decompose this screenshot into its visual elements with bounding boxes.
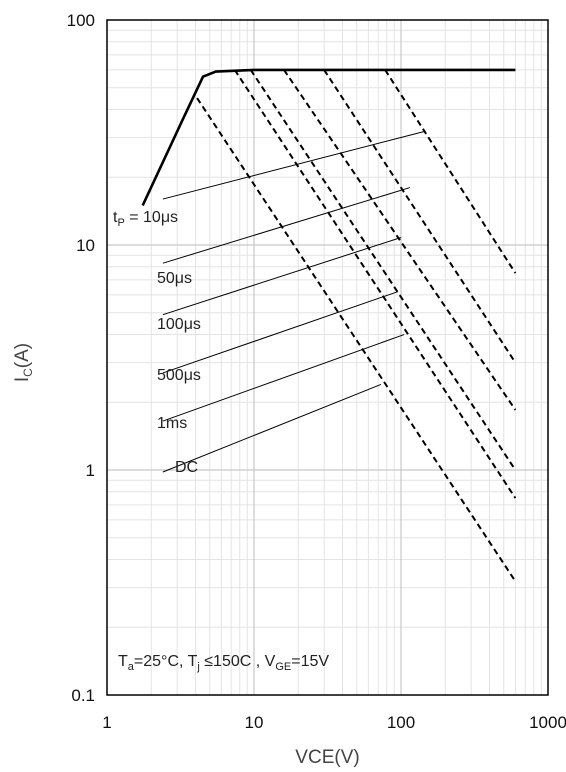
annotation-label: 1ms bbox=[157, 415, 187, 432]
y-tick-labels: 0.1 1 10 100 bbox=[67, 11, 95, 705]
annotation-label: 50μs bbox=[157, 270, 192, 287]
dashed-series-line bbox=[323, 69, 517, 364]
annotation-leader-line bbox=[162, 334, 405, 422]
x-axis-title: VCE(V) bbox=[295, 747, 359, 768]
annotation-label-main: 1ms bbox=[157, 415, 187, 432]
y-axis-title: IC(A) bbox=[12, 343, 35, 382]
y-tick-label: 0.1 bbox=[71, 686, 95, 705]
x-tick-labels: 1 10 100 1000 bbox=[102, 713, 566, 732]
annotation-label: 100μs bbox=[157, 316, 201, 333]
y-tick-label: 10 bbox=[76, 236, 95, 255]
annotation-label-main: t bbox=[113, 209, 118, 226]
dashed-series-line bbox=[249, 69, 517, 471]
dashed-series-line bbox=[384, 69, 517, 274]
major-gridlines bbox=[107, 20, 548, 695]
y-tick-label: 1 bbox=[86, 461, 95, 480]
dashed-series-lines bbox=[196, 69, 517, 582]
test-conditions-label: Ta=25°C, Tj ≤150C , VGE=15V bbox=[118, 653, 329, 673]
annotation-label: 500μs bbox=[157, 367, 201, 384]
y-axis-title-unit: (A) bbox=[12, 343, 33, 368]
cond-part3: ≤150C , V bbox=[200, 653, 276, 670]
pulse-width-annotations: tP = 10μs 50μs 100μs 500μs 1ms DC bbox=[113, 130, 425, 476]
minor-gridlines bbox=[107, 20, 548, 695]
y-tick-label: 100 bbox=[67, 11, 95, 30]
cond-t: T bbox=[118, 653, 128, 670]
annotation-label-main: DC bbox=[175, 459, 198, 476]
cond-ge-sub: GE bbox=[275, 661, 291, 673]
cond-part2: =25°C, T bbox=[134, 653, 198, 670]
x-tick-label: 100 bbox=[387, 713, 415, 732]
annotation-leader-line bbox=[162, 291, 398, 374]
annotation-leader-line bbox=[162, 187, 411, 264]
dashed-series-line bbox=[283, 69, 517, 411]
annotation-label-rest: = 10μs bbox=[125, 209, 178, 226]
annotation-label-main: 500μs bbox=[157, 367, 201, 384]
x-tick-label: 10 bbox=[245, 713, 264, 732]
dashed-series-line bbox=[196, 97, 517, 582]
annotation-label-main: 100μs bbox=[157, 316, 201, 333]
current-limit-curve bbox=[141, 68, 516, 206]
plot-frame bbox=[106, 19, 549, 696]
x-tick-label: 1 bbox=[102, 713, 111, 732]
y-axis-title-sub: C bbox=[21, 368, 35, 377]
annotation-label-main: 50μs bbox=[157, 270, 192, 287]
annotation-leader-line bbox=[162, 383, 382, 473]
x-tick-label: 1000 bbox=[529, 713, 566, 732]
annotation-label-sub: P bbox=[117, 217, 124, 229]
cond-a-sub: a bbox=[128, 661, 135, 673]
annotation-leader-line bbox=[162, 130, 425, 200]
cond-j-sub: j bbox=[196, 661, 199, 673]
annotation-leader-line bbox=[162, 237, 402, 316]
annotation-label: tP = 10μs bbox=[113, 209, 178, 229]
annotation-label: DC bbox=[175, 459, 198, 476]
dashed-series-line bbox=[233, 69, 517, 499]
cond-part4: =15V bbox=[291, 653, 329, 670]
y-axis-title-main: I bbox=[12, 377, 33, 382]
